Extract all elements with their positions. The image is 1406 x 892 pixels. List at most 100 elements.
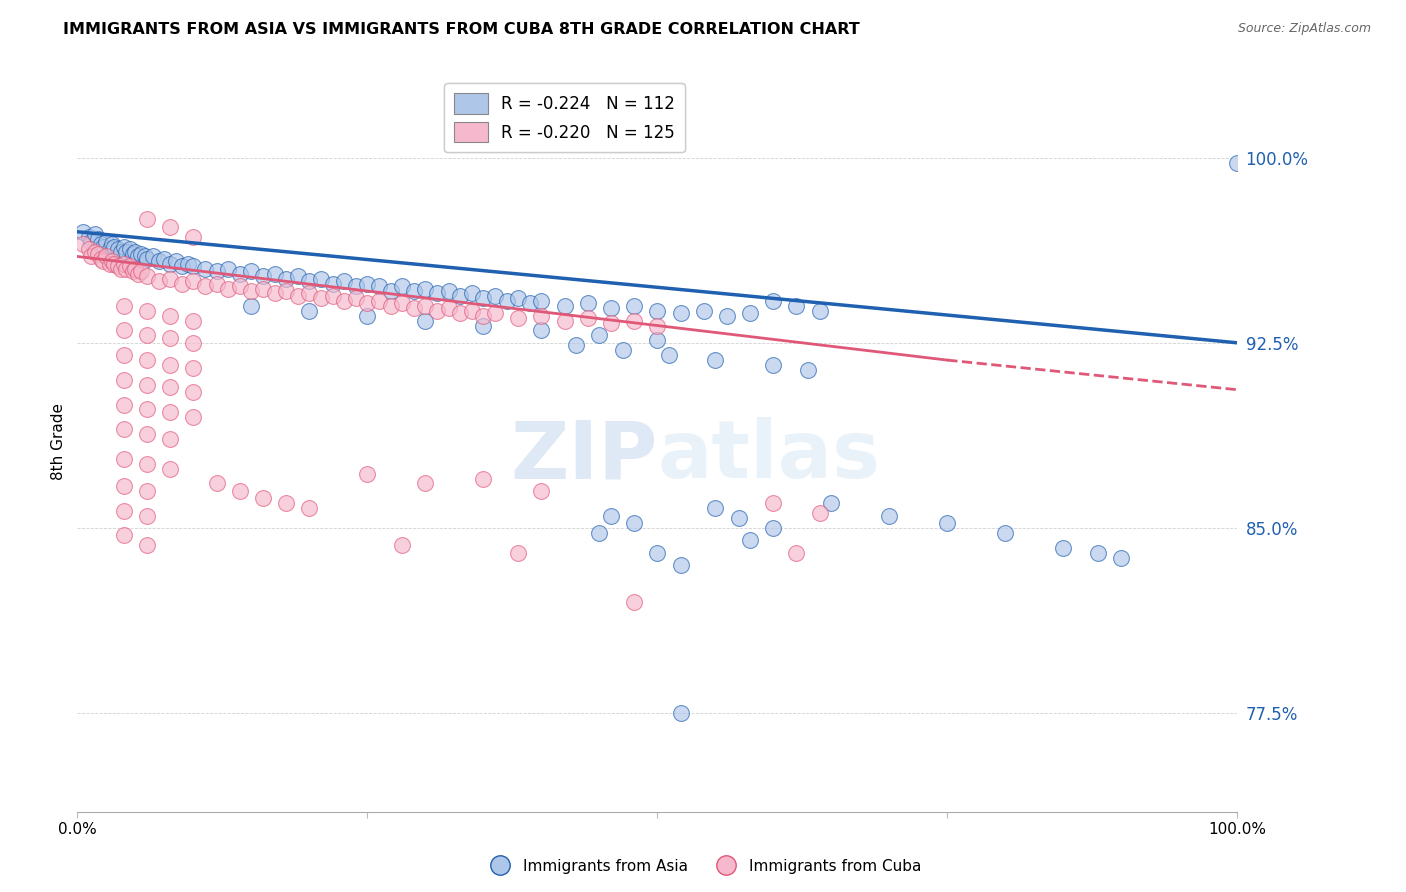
Point [762, 293, 785, 308]
Point [135, 427, 157, 442]
Point [565, 338, 588, 352]
Point [321, 277, 344, 291]
Point [274, 284, 298, 298]
Point [344, 292, 367, 306]
Point [148, 254, 170, 268]
Point [785, 299, 807, 313]
Point [449, 289, 471, 303]
Point [647, 334, 669, 348]
Point [263, 286, 285, 301]
Point [112, 397, 135, 411]
Point [112, 422, 135, 436]
Point [356, 467, 378, 481]
Point [124, 244, 146, 259]
Point [159, 309, 181, 323]
Point [112, 479, 135, 493]
Point [90, 252, 111, 266]
Point [135, 402, 157, 417]
Point [90, 237, 111, 252]
Point [762, 358, 785, 372]
Point [170, 260, 193, 274]
Point [588, 328, 610, 343]
Point [112, 239, 135, 253]
Point [135, 457, 157, 471]
Point [762, 496, 785, 510]
Point [115, 261, 138, 276]
Point [72, 225, 94, 239]
Point [91, 254, 114, 268]
Point [107, 242, 129, 256]
Point [101, 237, 124, 252]
Point [391, 538, 413, 552]
Point [159, 380, 181, 394]
Point [148, 274, 170, 288]
Point [87, 232, 110, 246]
Point [115, 244, 138, 259]
Point [762, 521, 785, 535]
Point [135, 269, 157, 284]
Point [356, 277, 378, 291]
Legend: R = -0.224   N = 112, R = -0.220   N = 125: R = -0.224 N = 112, R = -0.220 N = 125 [444, 83, 685, 153]
Point [112, 451, 135, 466]
Point [623, 313, 645, 327]
Point [110, 244, 132, 259]
Point [240, 264, 263, 278]
Point [576, 296, 599, 310]
Point [298, 274, 321, 288]
Point [96, 249, 118, 263]
Point [530, 483, 553, 498]
Point [112, 299, 135, 313]
Point [785, 545, 807, 559]
Point [472, 471, 495, 485]
Point [391, 296, 413, 310]
Text: Source: ZipAtlas.com: Source: ZipAtlas.com [1237, 22, 1371, 36]
Point [159, 358, 181, 372]
Point [228, 267, 252, 281]
Point [110, 261, 132, 276]
Point [344, 279, 367, 293]
Point [704, 501, 727, 516]
Point [1226, 155, 1249, 169]
Point [437, 284, 460, 298]
Point [623, 299, 645, 313]
Point [159, 271, 181, 285]
Point [118, 260, 141, 274]
Point [647, 545, 669, 559]
Point [356, 296, 378, 310]
Point [413, 281, 436, 295]
Point [600, 301, 623, 316]
Point [170, 277, 193, 291]
Point [112, 503, 135, 517]
Point [274, 271, 298, 285]
Text: IMMIGRANTS FROM ASIA VS IMMIGRANTS FROM CUBA 8TH GRADE CORRELATION CHART: IMMIGRANTS FROM ASIA VS IMMIGRANTS FROM … [63, 22, 860, 37]
Point [658, 348, 681, 362]
Point [77, 242, 100, 256]
Point [1111, 550, 1133, 565]
Legend: Immigrants from Asia, Immigrants from Cuba: Immigrants from Asia, Immigrants from Cu… [478, 853, 928, 880]
Point [808, 506, 831, 520]
Point [101, 254, 124, 268]
Point [309, 292, 332, 306]
Point [426, 303, 449, 318]
Point [716, 309, 738, 323]
Point [118, 242, 141, 256]
Point [994, 525, 1017, 540]
Point [159, 432, 181, 446]
Point [112, 257, 135, 271]
Point [228, 483, 252, 498]
Point [122, 264, 145, 278]
Point [437, 301, 460, 316]
Point [134, 249, 156, 263]
Point [519, 296, 541, 310]
Point [183, 335, 205, 350]
Point [472, 309, 495, 323]
Point [165, 254, 187, 268]
Point [194, 261, 217, 276]
Point [135, 538, 157, 552]
Point [77, 229, 100, 244]
Point [240, 284, 263, 298]
Point [159, 331, 181, 345]
Point [647, 318, 669, 333]
Point [380, 284, 402, 298]
Point [183, 274, 205, 288]
